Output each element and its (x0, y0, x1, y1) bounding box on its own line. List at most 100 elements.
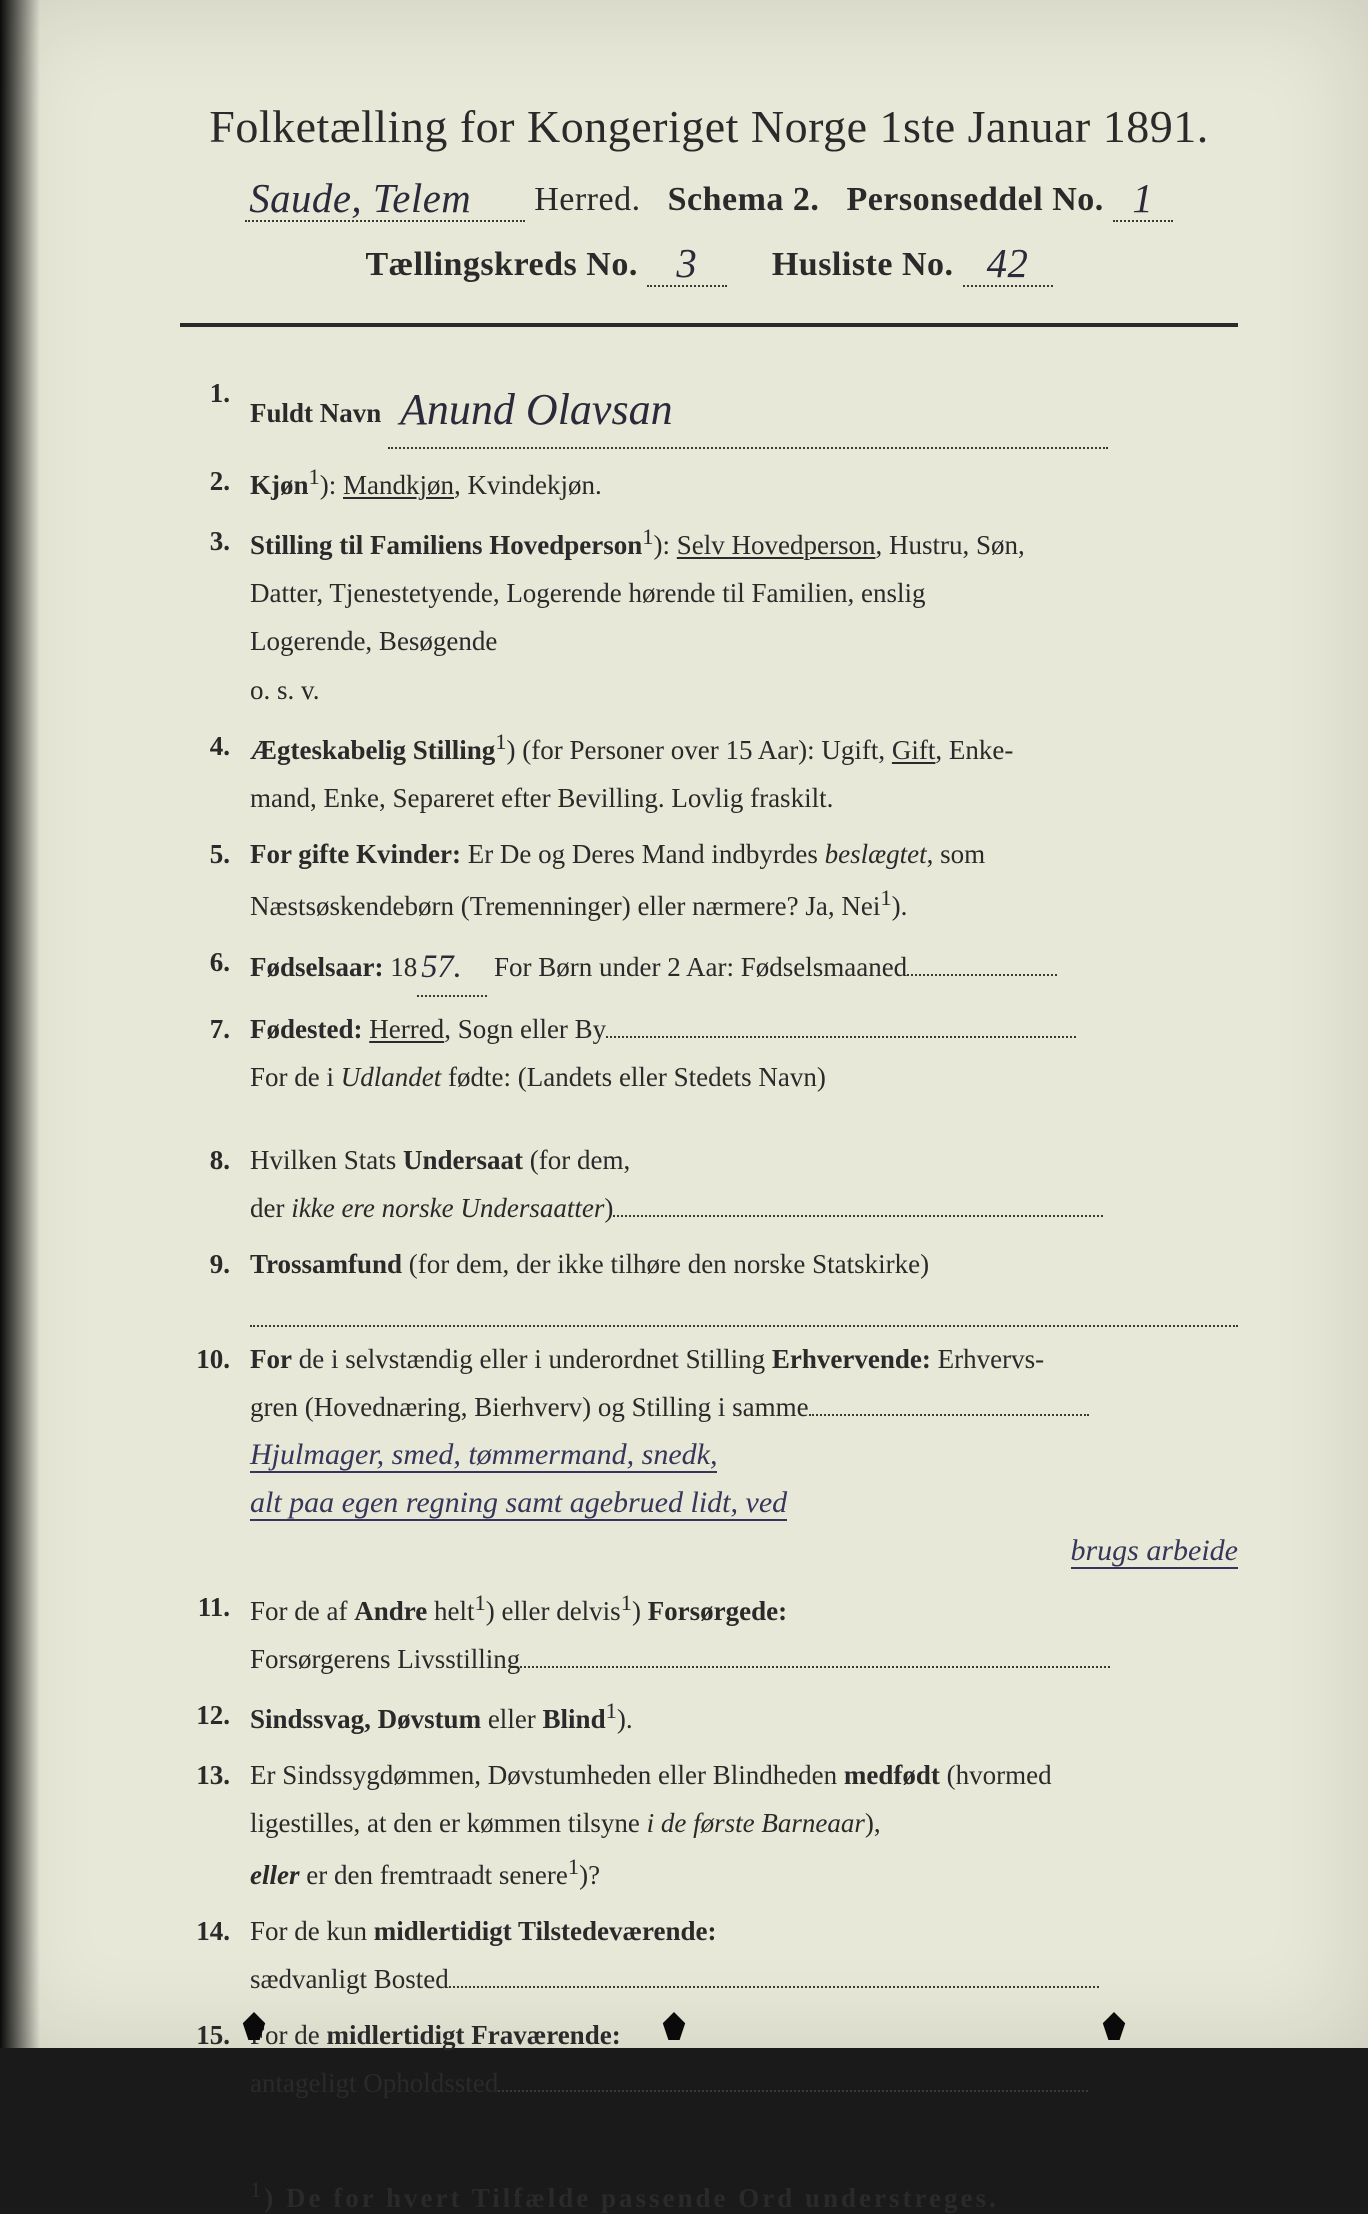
item-number: 9. (180, 1240, 250, 1327)
label-others: Andre (354, 1596, 427, 1626)
item-6: 6. Fødselsaar: 1857. For Børn under 2 Aa… (180, 938, 1238, 998)
position-selected: Selv Hovedperson (677, 530, 876, 560)
text: (hvormed (940, 1760, 1052, 1790)
text: For Børn under 2 Aar: Fødselsmaaned (487, 952, 907, 982)
label-supported: Forsørgede: (648, 1596, 787, 1626)
kreds-field: 3 (647, 238, 727, 287)
occupation-hw-1: Hjulmager, smed, tømmermand, snedk, (250, 1438, 717, 1473)
label-name: Fuldt Navn (250, 398, 381, 428)
text: , Enke- (935, 735, 1013, 765)
occupation-hw-3: brugs arbeide (1071, 1534, 1239, 1569)
text: Datter, Tjenestetyende, Logerende hørend… (250, 578, 925, 608)
text: der (250, 1193, 291, 1223)
text: (for dem, der ikke tilhøre den norske St… (402, 1249, 929, 1279)
footnote-marker: 1 (250, 2177, 264, 2202)
label-subject: Undersaat (403, 1145, 523, 1175)
name-value: Anund Olavsan (400, 385, 673, 434)
item-9: 9. Trossamfund (for dem, der ikke tilhør… (180, 1240, 1238, 1327)
text: ). (617, 1704, 633, 1734)
text: sædvanligt Bosted (250, 1964, 449, 1994)
footnote-ref: 1 (568, 1854, 579, 1879)
footnote-ref: 1 (474, 1590, 485, 1615)
footnote-ref: 1 (309, 464, 320, 489)
text: Erhvervs- (931, 1344, 1044, 1374)
text: helt (427, 1596, 474, 1626)
text: ): (320, 470, 343, 500)
item-body: Ægteskabelig Stilling1) (for Personer ov… (250, 722, 1238, 822)
text-em: beslægtet (825, 839, 927, 869)
text: For de i (250, 1062, 341, 1092)
marital-selected: Gift (892, 735, 936, 765)
main-title: Folketælling for Kongeriget Norge 1ste J… (180, 100, 1238, 153)
text: , Sogn eller By (444, 1014, 606, 1044)
personseddel-field: 1 (1113, 173, 1173, 222)
herred-field: Saude, Telem (245, 173, 525, 222)
item-3: 3. Stilling til Familiens Hovedperson1):… (180, 517, 1238, 713)
item-13: 13. Er Sindssygdømmen, Døvstumheden elle… (180, 1751, 1238, 1899)
item-body: For de af Andre helt1) eller delvis1) Fo… (250, 1583, 1238, 1683)
occupation-trail (809, 1414, 1089, 1416)
item-body: Stilling til Familiens Hovedperson1): Se… (250, 517, 1238, 713)
item-number: 8. (180, 1136, 250, 1232)
text: , Hustru, Søn, (876, 530, 1025, 560)
label-earning: Erhvervende: (772, 1344, 931, 1374)
item-body: Kjøn1): Mandkjøn, Kvindekjøn. (250, 457, 1238, 509)
label-religion: Trossamfund (250, 1249, 402, 1279)
supporter-field (520, 1666, 1110, 1668)
item-11: 11. For de af Andre helt1) eller delvis1… (180, 1583, 1238, 1683)
text: ) (632, 1596, 648, 1626)
footnote-ref: 1 (880, 885, 891, 910)
item-body: For de kun midlertidigt Tilstedeværende:… (250, 1907, 1238, 2003)
item-number: 3. (180, 517, 250, 713)
footnote: 1) De for hvert Tilfælde passende Ord un… (250, 2177, 1238, 2214)
text: ). (892, 891, 908, 921)
text: mand, Enke, Separeret efter Bevilling. L… (250, 783, 833, 813)
item-number: 6. (180, 938, 250, 998)
text-em: Udlandet (341, 1062, 442, 1092)
birth-month-field (907, 974, 1057, 976)
header-line-3: Tællingskreds No. 3 Husliste No. 42 (180, 238, 1238, 287)
label-temp-present: midlertidigt Tilstedeværende: (374, 1916, 717, 1946)
item-5: 5. For gifte Kvinder: Er De og Deres Man… (180, 830, 1238, 930)
text-em: eller (250, 1860, 299, 1890)
item-12: 12. Sindssvag, Døvstum eller Blind1). (180, 1691, 1238, 1743)
text: For de af (250, 1596, 354, 1626)
text: de i selvstændig eller i underordnet Sti… (292, 1344, 772, 1374)
item-1: 1. Fuldt Navn Anund Olavsan (180, 369, 1238, 449)
item-number: 10. (180, 1335, 250, 1575)
herred-label: Herred. (534, 181, 640, 218)
label-temp-absent: midlertidigt Fraværende: (327, 2020, 621, 2050)
item-4: 4. Ægteskabelig Stilling1) (for Personer… (180, 722, 1238, 822)
text: Forsørgerens Livsstilling (250, 1644, 520, 1674)
item-number: 12. (180, 1691, 250, 1743)
year-value: 57. (421, 949, 462, 985)
item-14: 14. For de kun midlertidigt Tilstedevære… (180, 1907, 1238, 2003)
item-body: Fuldt Navn Anund Olavsan (250, 369, 1238, 449)
label-congenital: medfødt (844, 1760, 940, 1790)
item-body: For gifte Kvinder: Er De og Deres Mand i… (250, 830, 1238, 930)
usual-residence-field (449, 1986, 1099, 1988)
text: (for dem, (523, 1145, 630, 1175)
religion-field (250, 1292, 1238, 1327)
item-15: 15. For de midlertidigt Fraværende: anta… (180, 2011, 1238, 2107)
label-birth-year: Fødselsaar: (250, 952, 383, 982)
text: antageligt Opholdssted (250, 2068, 498, 2098)
footnote-ref: 1 (621, 1590, 632, 1615)
text: ): (654, 530, 677, 560)
text: Logerende, Besøgende (250, 626, 497, 656)
text: eller (481, 1704, 542, 1734)
name-field: Anund Olavsan (388, 369, 1108, 449)
text: o. s. v. (250, 675, 320, 705)
item-number: 11. (180, 1583, 250, 1683)
item-2: 2. Kjøn1): Mandkjøn, Kvindekjøn. (180, 457, 1238, 509)
label-sex: Kjøn (250, 470, 309, 500)
sex-selected: Mandkjøn (343, 470, 454, 500)
birthplace-field (606, 1036, 1076, 1038)
husliste-field: 42 (963, 238, 1053, 287)
item-7: 7. Fødested: Herred, Sogn eller By For d… (180, 1005, 1238, 1101)
item-body: Fødested: Herred, Sogn eller By For de i… (250, 1005, 1238, 1101)
item-body: For de i selvstændig eller i underordnet… (250, 1335, 1238, 1575)
husliste-label: Husliste No. (772, 246, 954, 283)
text: ) (604, 1193, 613, 1223)
item-body: Fødselsaar: 1857. For Børn under 2 Aar: … (250, 938, 1238, 998)
